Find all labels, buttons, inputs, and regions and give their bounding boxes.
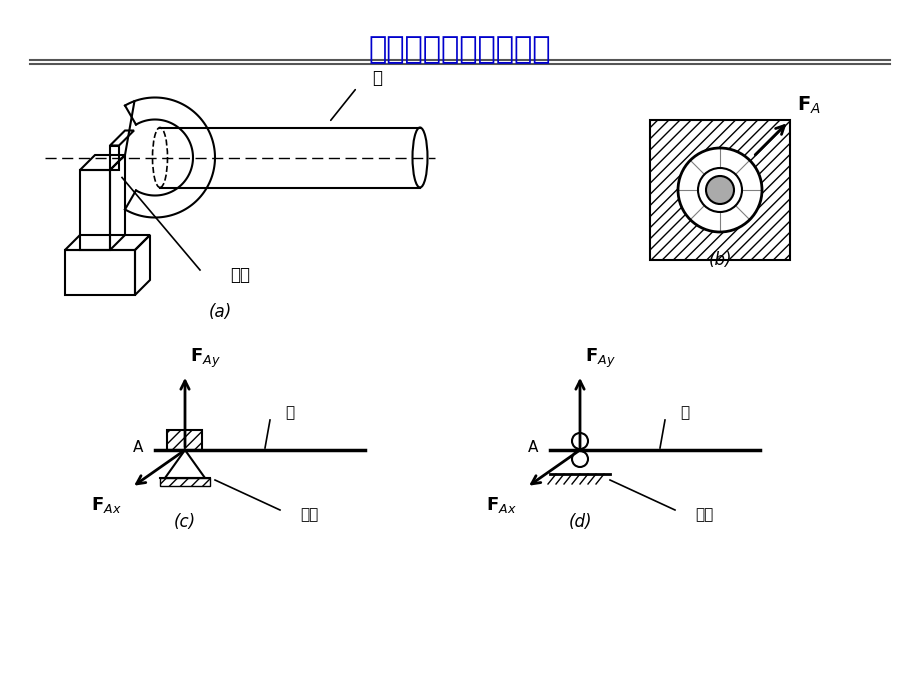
Text: $\mathbf{F}_{Ay}$: $\mathbf{F}_{Ay}$ — [584, 347, 615, 370]
Circle shape — [705, 176, 733, 204]
Text: (b): (b) — [708, 251, 731, 269]
Text: 轴: 轴 — [285, 406, 294, 420]
Text: (c): (c) — [174, 513, 196, 531]
Text: A: A — [132, 440, 142, 455]
Text: 轴: 轴 — [371, 68, 381, 86]
Polygon shape — [650, 120, 789, 260]
Polygon shape — [160, 478, 210, 486]
Circle shape — [698, 168, 742, 212]
Polygon shape — [167, 430, 202, 450]
Text: (d): (d) — [568, 513, 591, 531]
Text: (a): (a) — [208, 303, 232, 321]
Text: $\mathbf{F}_{Ax}$: $\mathbf{F}_{Ax}$ — [91, 495, 121, 515]
Text: 轴承: 轴承 — [230, 266, 250, 284]
Text: $\mathbf{F}_{Ax}$: $\mathbf{F}_{Ax}$ — [485, 495, 516, 515]
Text: $\mathbf{F}_{Ay}$: $\mathbf{F}_{Ay}$ — [190, 347, 221, 370]
Text: 径向轴承（向心轴承）: 径向轴承（向心轴承） — [369, 35, 550, 64]
Text: $\mathbf{F}_A$: $\mathbf{F}_A$ — [796, 95, 820, 117]
Circle shape — [677, 148, 761, 232]
Text: A: A — [528, 440, 538, 455]
Text: 轴承: 轴承 — [694, 508, 712, 522]
Text: 轴承: 轴承 — [300, 508, 318, 522]
Text: 轴: 轴 — [679, 406, 688, 420]
